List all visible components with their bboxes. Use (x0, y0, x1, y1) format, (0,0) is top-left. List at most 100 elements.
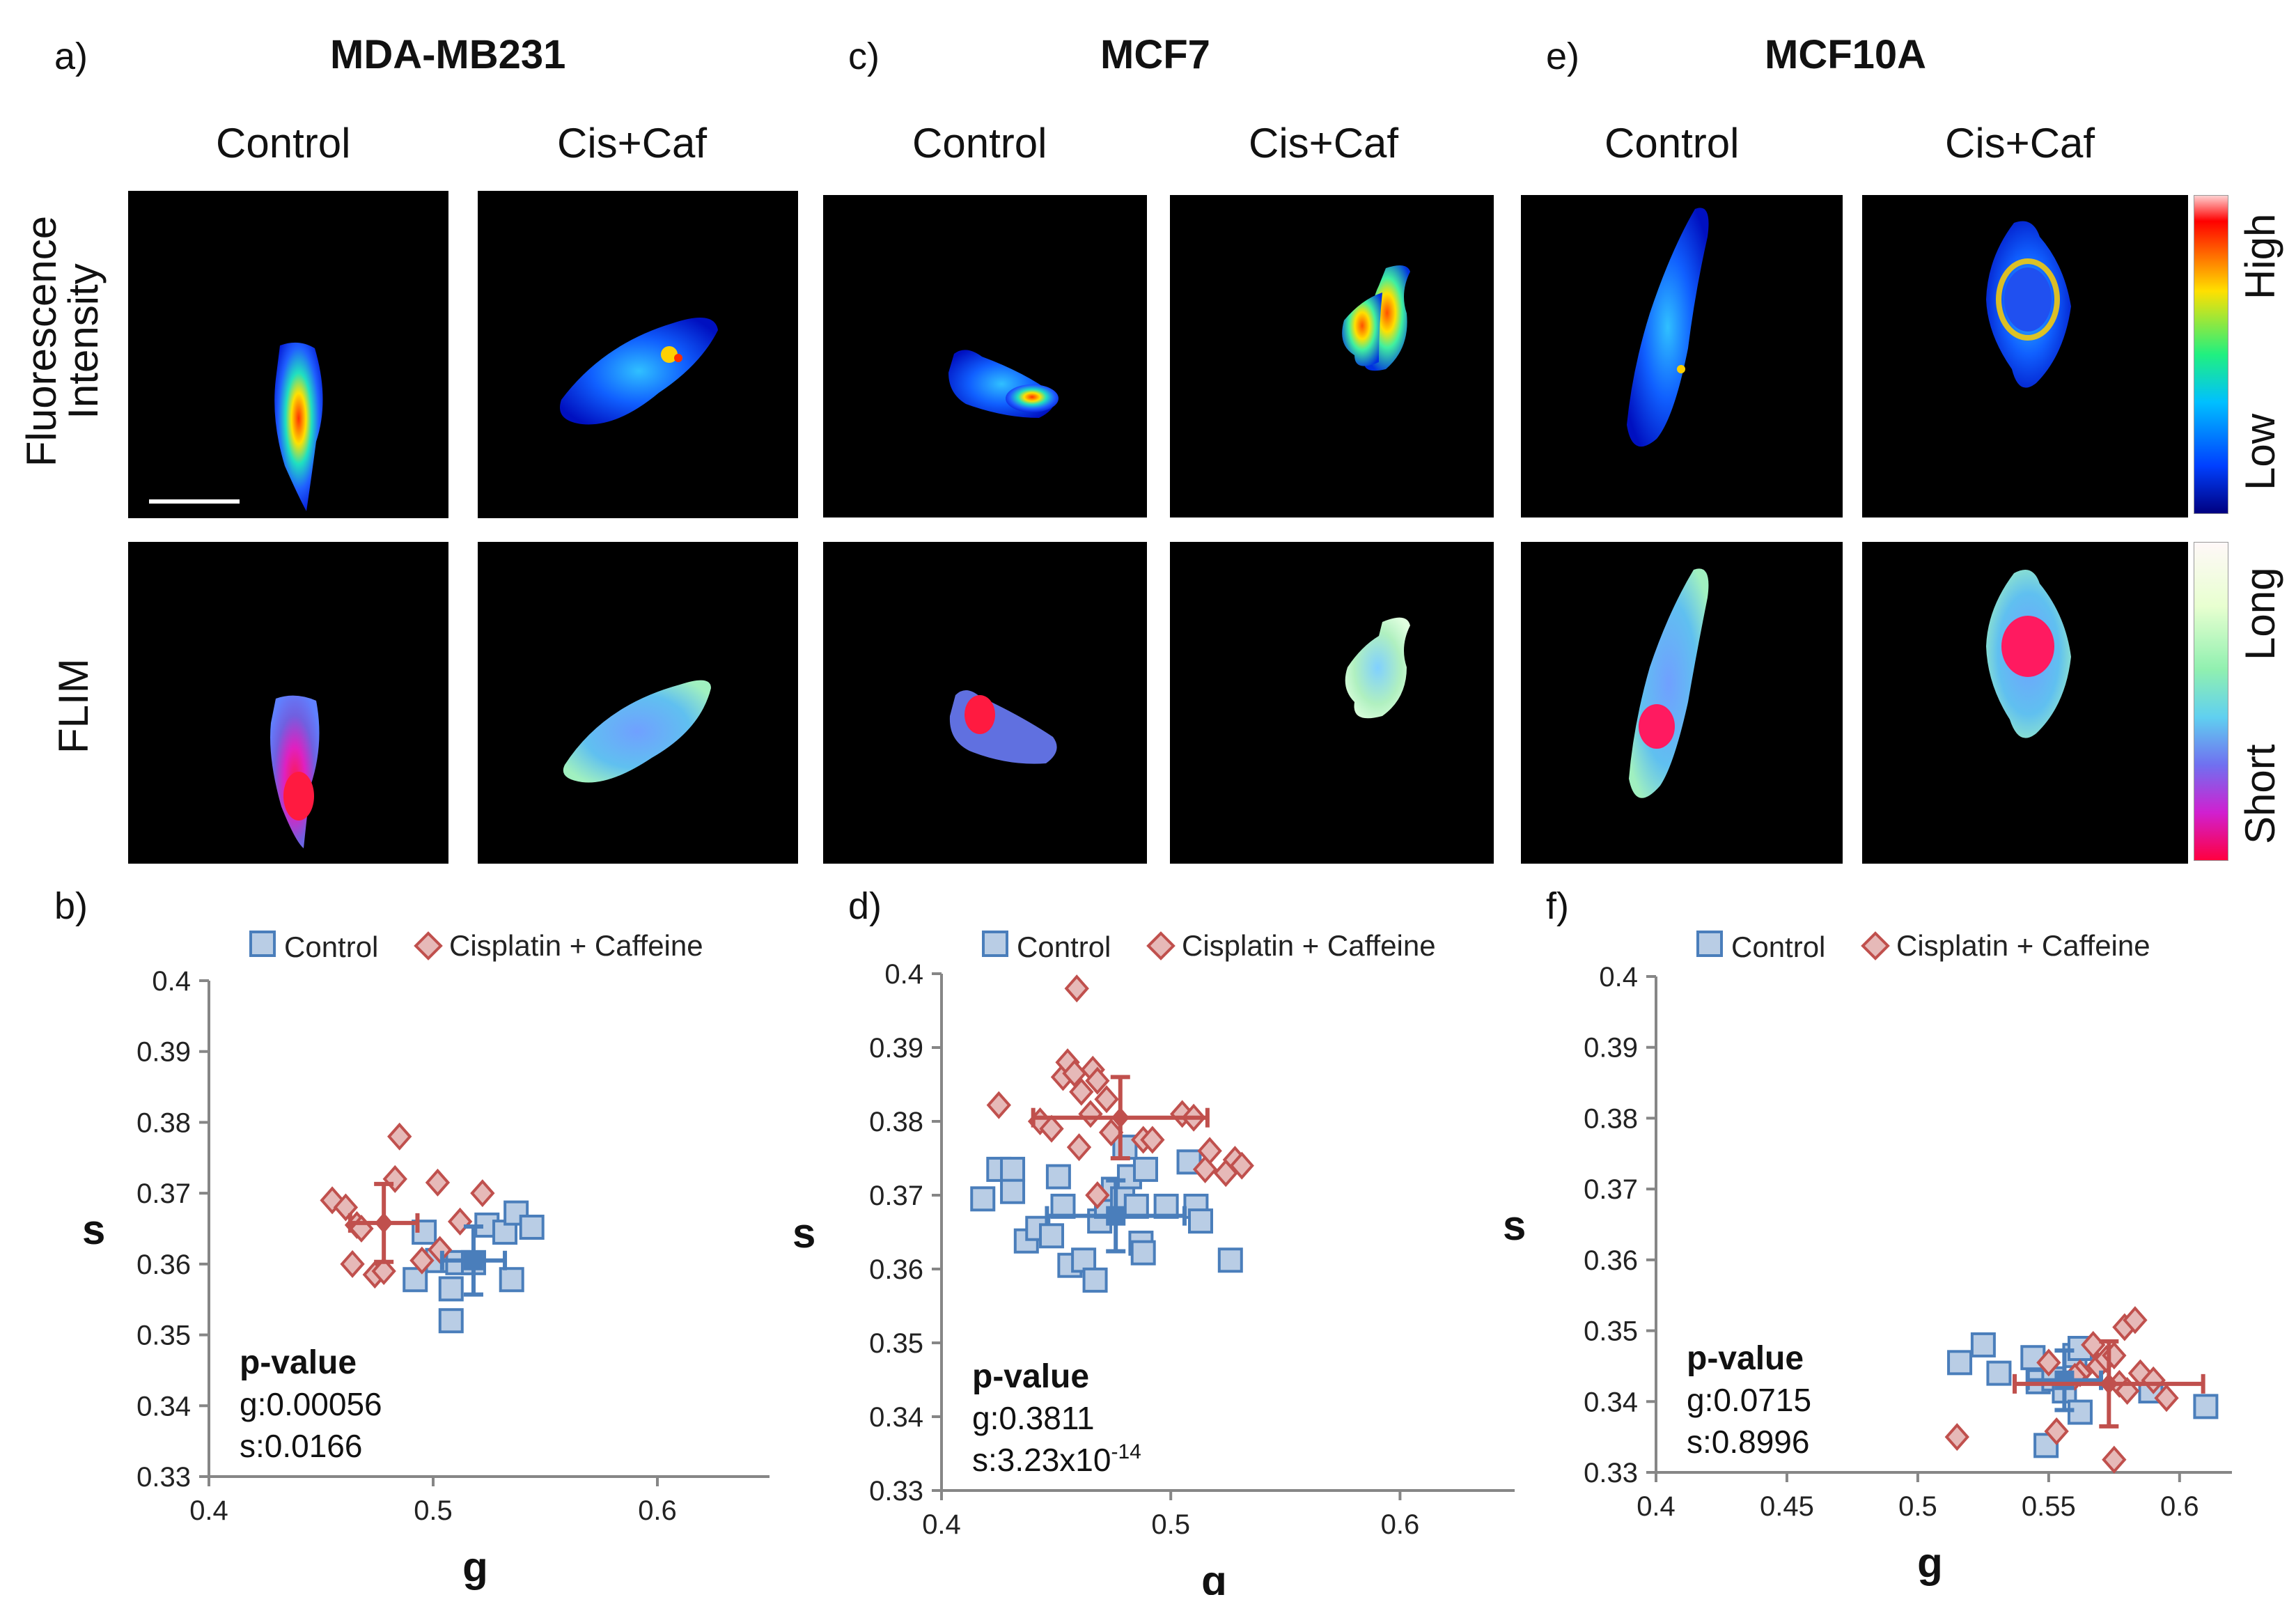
control-point (1039, 1223, 1065, 1249)
treated-point (1069, 1077, 1094, 1106)
y-axis-label: s (1503, 1202, 1526, 1249)
treated-point (986, 1091, 1011, 1119)
treated-point (447, 1207, 473, 1236)
control-point (2193, 1394, 2219, 1419)
scatter-chart-b: 0.33 0.34 0.35 0.36 0.37 0.38 0.39 0.4 0.4 0.5 0.6… (82, 929, 770, 1590)
x-tick-label: 0.55 (2022, 1491, 2076, 1522)
flim-image-mda-control (128, 542, 448, 864)
condition-label-control: Control (912, 120, 1047, 166)
x-axis-label: g (462, 1543, 488, 1590)
y-tick-label: 0.36 (1584, 1245, 1638, 1276)
treated-point (1094, 1085, 1119, 1114)
p-value-title: p-value (972, 1358, 1089, 1395)
y-tick-label: 0.34 (869, 1402, 923, 1433)
control-point (438, 1308, 464, 1334)
p-value-s: s:0.0166 (240, 1428, 362, 1464)
y-tick-label: 0.33 (869, 1476, 923, 1507)
y-tick-label: 0.35 (869, 1328, 923, 1359)
treated-point (382, 1165, 407, 1193)
row-label-flim: FLIM (50, 658, 97, 754)
colorbar-label-short: Short (2237, 744, 2283, 844)
y-tick-label: 0.4 (884, 959, 923, 990)
x-tick-label: 0.45 (1760, 1491, 1814, 1522)
y-tick-label: 0.34 (1584, 1387, 1638, 1417)
treated-point (340, 1250, 365, 1278)
p-value-s-exponent: -14 (1111, 1440, 1141, 1463)
treated-point (1085, 1181, 1110, 1210)
intensity-image-mcf7-treated (1170, 195, 1494, 517)
treated-point (2036, 1348, 2061, 1377)
panel-label-a: a) (54, 36, 88, 77)
control-point (438, 1276, 464, 1302)
flim-image-mda-treated (478, 542, 798, 864)
x-tick-label: 0.4 (1637, 1491, 1676, 1522)
y-tick-label: 0.39 (1584, 1033, 1638, 1064)
treated-point (1140, 1126, 1165, 1154)
p-value-g: g:0.0715 (1687, 1382, 1811, 1418)
p-value-g: g:0.00056 (240, 1386, 382, 1422)
treated-point (1197, 1137, 1222, 1165)
treated-point (1229, 1151, 1254, 1180)
x-tick-label: 0.5 (414, 1495, 453, 1526)
p-value-s: s:0.8996 (1687, 1424, 1809, 1460)
y-tick-label: 0.38 (1584, 1103, 1638, 1134)
flim-colorbar (2194, 542, 2228, 861)
y-tick-label: 0.37 (1584, 1174, 1638, 1205)
control-point (1045, 1164, 1071, 1190)
treated-point (2141, 1366, 2166, 1394)
x-tick-label: 0.5 (1151, 1509, 1190, 1540)
x-axis-label: g (1201, 1557, 1227, 1595)
p-value-g: g:0.3811 (972, 1400, 1095, 1436)
control-point (1187, 1208, 1213, 1234)
control-point (1132, 1156, 1158, 1182)
y-tick-label: 0.4 (1599, 962, 1638, 993)
control-point (1970, 1332, 1996, 1357)
legend-control-label: Control (1731, 931, 1825, 963)
control-point (519, 1214, 545, 1240)
y-tick-label: 0.33 (1584, 1458, 1638, 1488)
y-tick-label: 0.37 (869, 1181, 923, 1211)
flim-image-mcf10a-treated (1862, 542, 2188, 864)
legend-treated-label: Cisplatin + Caffeine (1182, 929, 1436, 962)
treated-point (2154, 1384, 2179, 1412)
control-point (1130, 1240, 1156, 1266)
y-tick-label: 0.38 (869, 1107, 923, 1137)
condition-label-control: Control (1604, 120, 1740, 166)
row-label-intensity-line2: Intensity (60, 263, 107, 419)
condition-label-treated: Cis+Caf (1945, 120, 2095, 166)
cell-line-title-mcf7: MCF7 (1100, 32, 1210, 77)
legend-treated-label: Cisplatin + Caffeine (1896, 929, 2150, 962)
y-axis-label: s (792, 1210, 815, 1256)
x-tick-label: 0.5 (1898, 1491, 1937, 1522)
y-tick-label: 0.4 (152, 966, 191, 997)
panel-label-d: d) (848, 885, 882, 927)
intensity-image-mcf10a-treated (1862, 195, 2188, 517)
legend-control-marker (982, 931, 1008, 957)
condition-label-treated: Cis+Caf (557, 120, 708, 166)
control-point (1217, 1247, 1243, 1273)
legend-treated-marker (1146, 931, 1176, 960)
legend-treated-marker (1861, 931, 1890, 960)
x-axis-label: g (1917, 1539, 1943, 1586)
control-point (1000, 1178, 1026, 1204)
treated-point (1944, 1423, 1969, 1452)
y-tick-label: 0.38 (136, 1107, 191, 1138)
colorbar-label-long: Long (2237, 567, 2283, 660)
control-mean-marker (463, 1250, 483, 1270)
flim-image-mcf7-control (823, 542, 1147, 864)
panel-label-f: f) (1546, 885, 1569, 927)
colorbar-label-low: Low (2237, 413, 2283, 490)
x-tick-label: 0.6 (1381, 1509, 1420, 1540)
treated-point (1064, 974, 1089, 1003)
panel-label-c: c) (848, 36, 880, 77)
condition-label-treated: Cis+Caf (1249, 120, 1399, 166)
row-label-intensity-line1: Fluorescence (18, 215, 65, 467)
y-tick-label: 0.39 (869, 1033, 923, 1064)
treated-mean-marker (2100, 1373, 2118, 1394)
x-tick-label: 0.6 (2160, 1491, 2199, 1522)
treated-point (387, 1122, 412, 1151)
y-tick-label: 0.34 (136, 1391, 191, 1422)
x-tick-label: 0.6 (638, 1495, 677, 1526)
intensity-image-mcf7-control (823, 195, 1147, 517)
flim-image-mcf10a-control (1521, 542, 1843, 864)
